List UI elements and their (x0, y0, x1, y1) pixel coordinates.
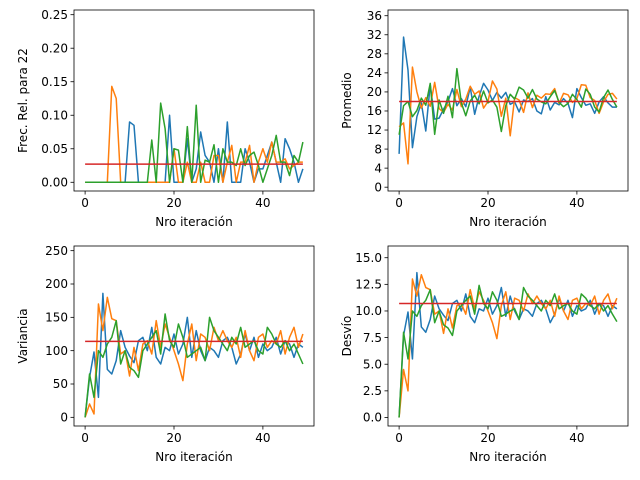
x-tick-label: 20 (480, 431, 495, 445)
series-line-3 (398, 284, 618, 418)
y-tick-label: 50 (53, 377, 68, 391)
y-tick-label: 0 (374, 180, 382, 194)
x-tick-label: 0 (395, 431, 403, 445)
plot-frame (73, 9, 315, 192)
series-line-3 (84, 313, 304, 418)
y-tick-label: 0.20 (41, 41, 68, 55)
x-axis-label: Nro iteración (469, 450, 546, 464)
y-tick-label: 36 (367, 9, 382, 23)
y-tick-label: 0.15 (41, 75, 68, 89)
y-tick-label: 150 (45, 311, 68, 325)
plot-frame (387, 9, 629, 192)
x-tick-label: 20 (480, 196, 495, 210)
x-tick-label: 0 (81, 196, 89, 210)
y-tick-label: 15.0 (355, 251, 382, 265)
subplot-1: 0 20 40 0.00 0.05 0.10 0.15 0.20 0.25 Nro iteraci… (16, 8, 315, 229)
plot-frame (387, 245, 629, 427)
series-line-3 (85, 102, 304, 184)
x-tick-label: 40 (255, 431, 270, 445)
y-tick-label: 12 (367, 123, 382, 137)
subplot-3: 0 20 40 0 50 100 150 200 250 Nro iteración Varianc… (16, 244, 315, 464)
plot-frame (73, 245, 315, 427)
y-tick-label: 0.10 (41, 108, 68, 122)
subplot-2: 0 20 40 0 4 8 12 16 20 24 28 32 36 Nro iteración Prome… (340, 9, 629, 229)
series-line-2 (84, 296, 304, 418)
y-tick-label: 7.5 (363, 331, 382, 345)
y-tick-label: 4 (374, 161, 382, 175)
y-tick-label: 12.5 (355, 278, 382, 292)
y-tick-label: 0.05 (41, 142, 68, 156)
y-tick-label: 100 (45, 344, 68, 358)
x-axis-label: Nro iteración (469, 215, 546, 229)
x-tick-label: 40 (569, 431, 584, 445)
y-tick-label: 32 (367, 28, 382, 42)
x-axis-label: Nro iteración (155, 215, 232, 229)
y-axis-label: Variancia (16, 308, 30, 363)
y-tick-label: 24 (367, 66, 382, 80)
y-tick-label: 200 (45, 277, 68, 291)
x-tick-label: 20 (166, 431, 181, 445)
y-tick-label: 5.0 (363, 357, 382, 371)
x-axis-label: Nro iteración (155, 450, 232, 464)
y-tick-label: 0.0 (363, 411, 382, 425)
x-tick-label: 0 (395, 196, 403, 210)
series-line-2 (398, 66, 618, 165)
y-tick-label: 20 (367, 85, 382, 99)
series-line-2 (398, 274, 618, 418)
y-tick-label: 250 (45, 244, 68, 258)
y-axis-label: Frec. Rel. para 22 (16, 48, 30, 153)
subplot-4: 0 20 40 0.0 2.5 5.0 7.5 10.0 12.5 15.0 Nro iteraci… (340, 245, 629, 464)
x-tick-label: 40 (255, 196, 270, 210)
x-tick-label: 20 (166, 196, 181, 210)
series-line-3 (398, 67, 618, 136)
y-axis-label: Desvío (340, 316, 354, 357)
x-tick-label: 0 (81, 431, 89, 445)
y-axis-label: Promedio (340, 72, 354, 128)
y-tick-label: 2.5 (363, 384, 382, 398)
y-tick-label: 0.00 (41, 175, 68, 189)
y-tick-label: 16 (367, 104, 382, 118)
y-tick-label: 0.25 (41, 8, 68, 22)
x-tick-label: 40 (569, 196, 584, 210)
y-tick-label: 8 (374, 142, 382, 156)
y-tick-label: 0 (60, 411, 68, 425)
y-tick-label: 10.0 (355, 304, 382, 318)
y-tick-label: 28 (367, 47, 382, 61)
